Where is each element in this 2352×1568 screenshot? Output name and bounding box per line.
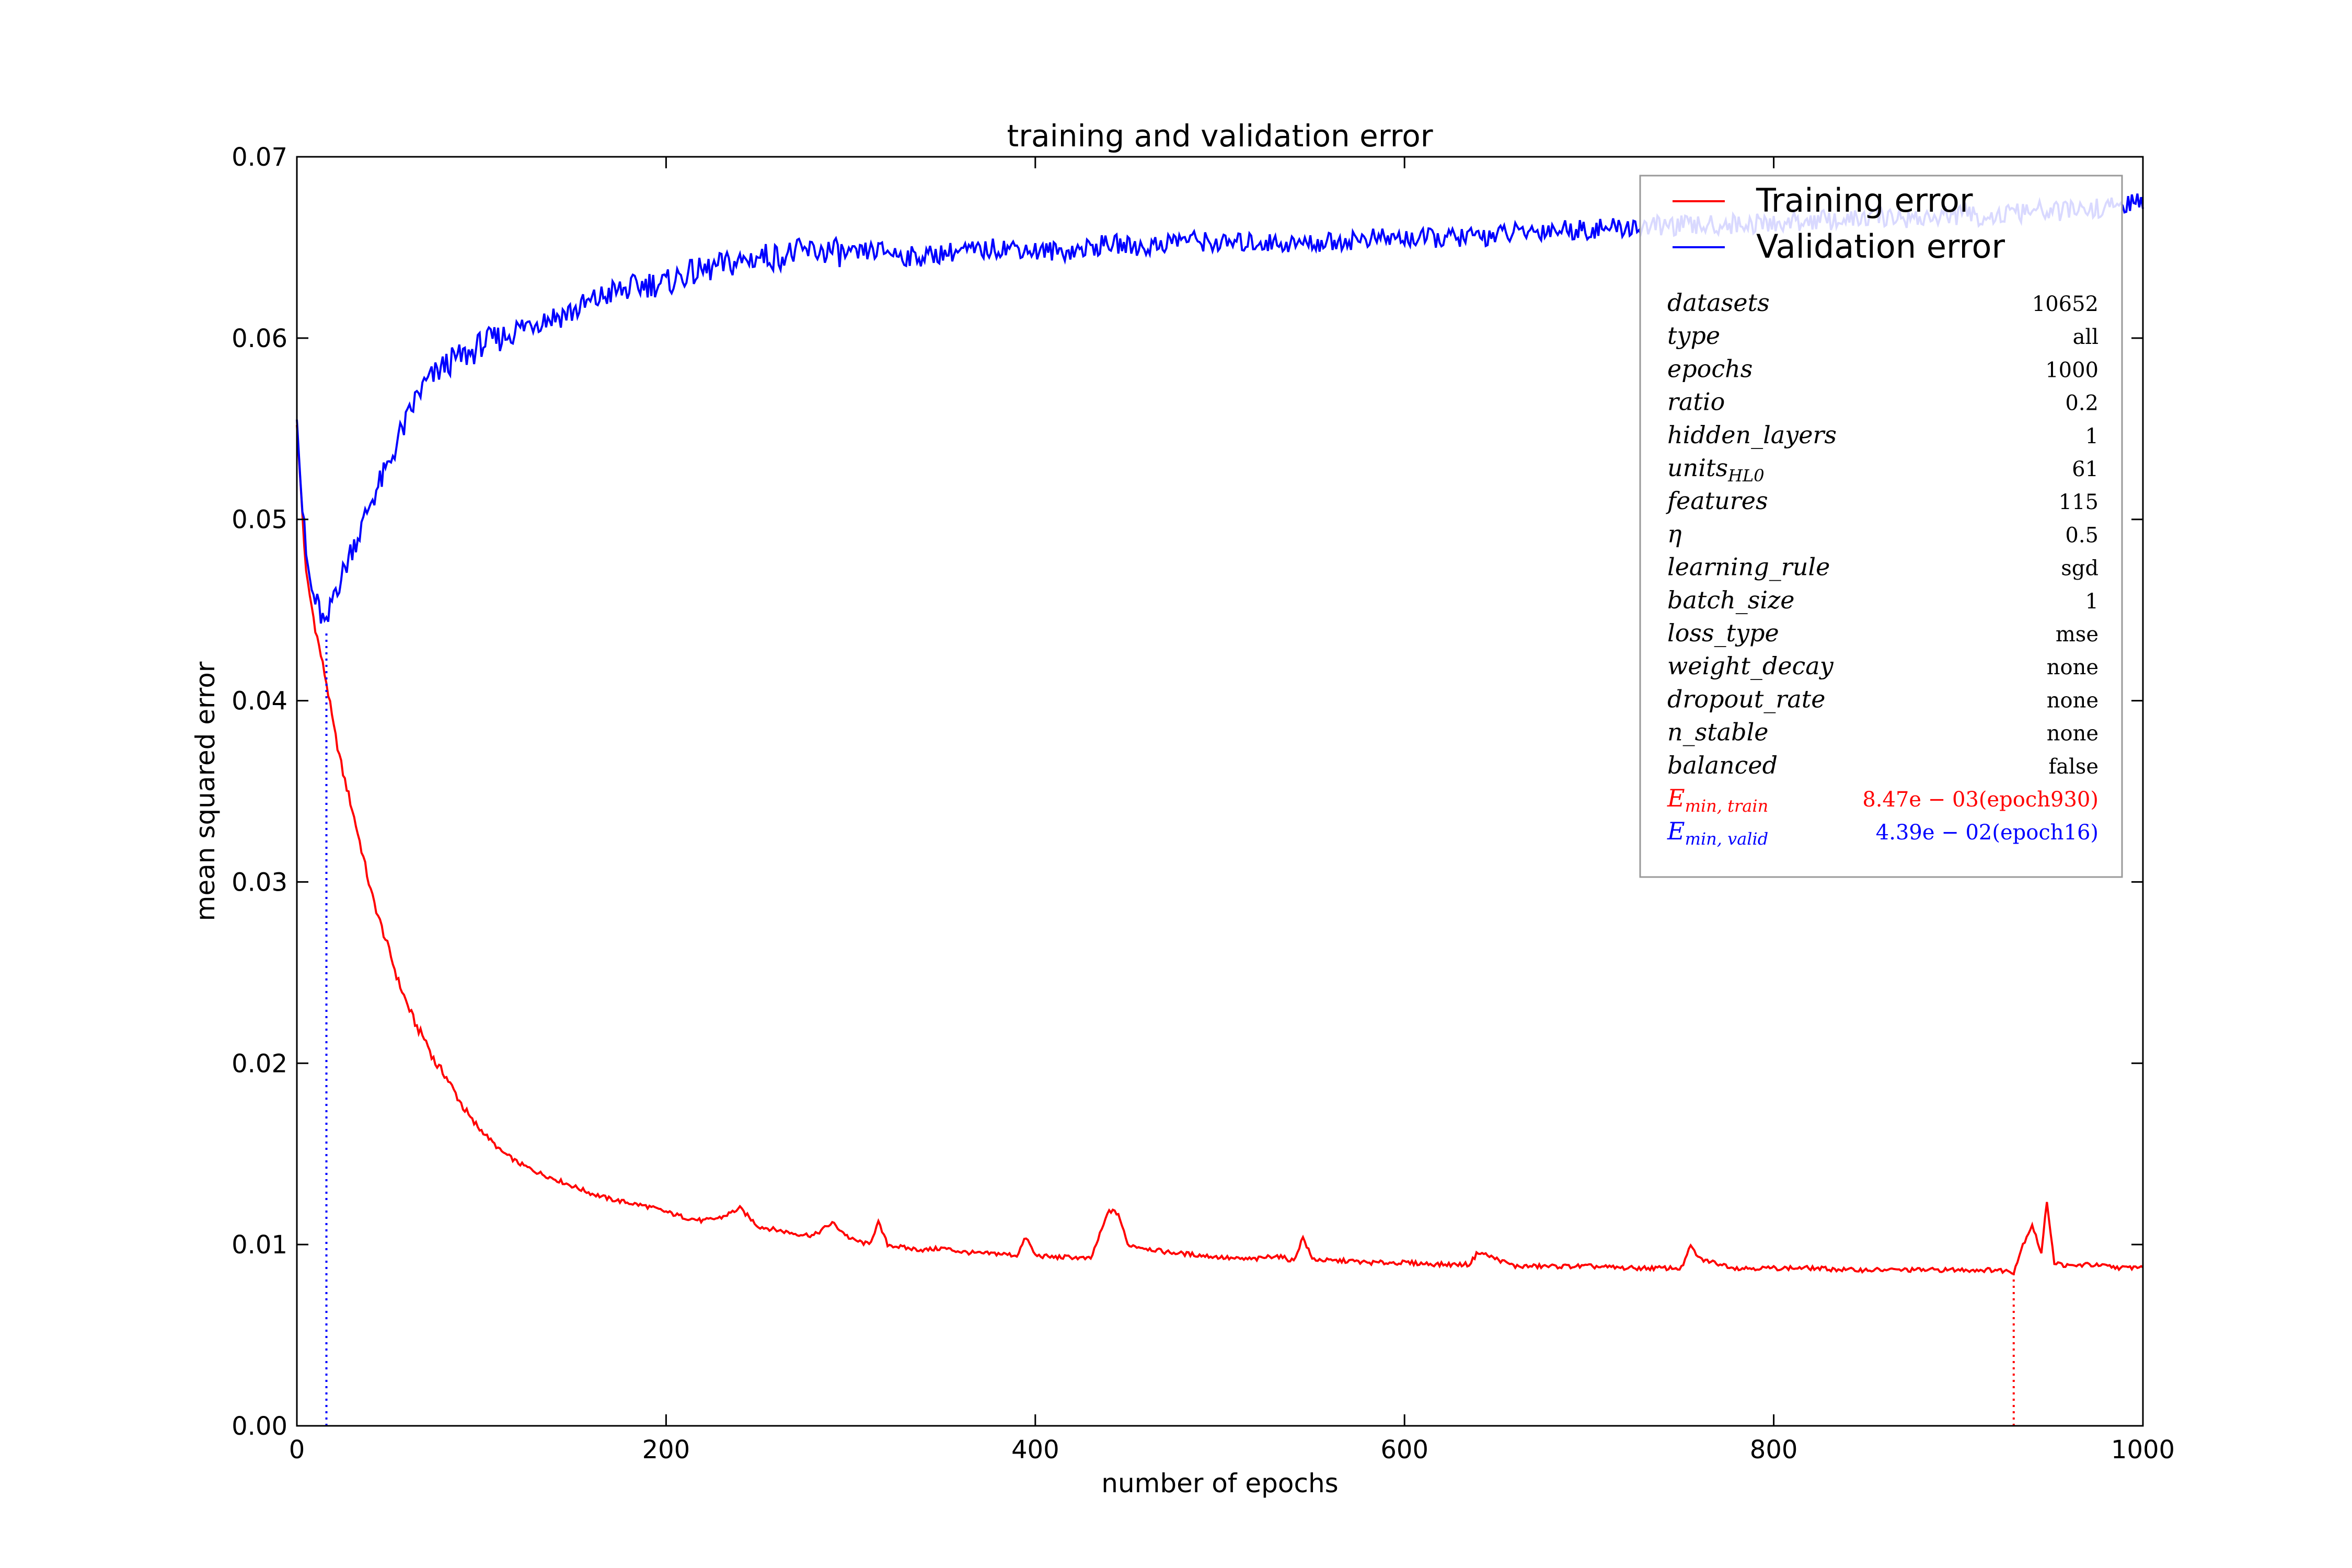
legend-label-1: Validation error <box>1756 227 2005 266</box>
param-key: unitsHL0 <box>1667 454 1765 486</box>
x-tick-label: 800 <box>1750 1435 1798 1465</box>
param-key-text: hidden_layers <box>1667 421 1837 449</box>
param-key-sub: HL0 <box>1727 466 1765 486</box>
param-key: loss_type <box>1667 619 1779 647</box>
y-tick-label: 0.07 <box>232 143 287 172</box>
param-key: datasets <box>1667 289 1770 317</box>
param-value: sgd <box>2061 557 2099 581</box>
param-value: false <box>2048 755 2099 779</box>
param-key-sub: min, train <box>1685 796 1769 816</box>
param-key-text: type <box>1667 321 1720 350</box>
param-key-text: epochs <box>1667 354 1753 383</box>
param-value: all <box>2073 325 2099 349</box>
series-line-training <box>296 425 2144 1275</box>
param-key: Emin, train <box>1667 784 1768 816</box>
param-key-text: loss_type <box>1667 619 1779 647</box>
x-tick-label: 0 <box>289 1435 305 1465</box>
param-value: none <box>2047 722 2099 746</box>
param-value: none <box>2047 688 2099 712</box>
param-key: Emin, valid <box>1667 817 1768 849</box>
param-key: balanced <box>1667 751 1778 779</box>
param-value: mse <box>2056 622 2099 647</box>
param-value: 115 <box>2059 490 2099 514</box>
param-key-text: dropout_rate <box>1667 685 1826 713</box>
param-key-text: balanced <box>1667 751 1778 779</box>
x-tick-label: 400 <box>1011 1435 1059 1465</box>
param-key-text: batch_size <box>1667 586 1795 614</box>
param-key-text: units <box>1667 454 1728 482</box>
y-tick-label: 0.03 <box>232 868 287 897</box>
param-key-text: weight_decay <box>1667 652 1834 680</box>
param-key-text: η <box>1667 520 1682 548</box>
param-key: epochs <box>1667 354 1753 383</box>
param-value: 4.39e − 02(epoch16) <box>1876 821 2099 845</box>
param-key: dropout_rate <box>1667 685 1826 713</box>
param-key-text: ratio <box>1667 388 1725 416</box>
param-key-text: learning_rule <box>1667 553 1830 581</box>
y-tick-label: 0.02 <box>232 1049 287 1078</box>
param-key: batch_size <box>1667 586 1795 614</box>
param-value: 10652 <box>2032 292 2099 316</box>
x-tick-label: 600 <box>1380 1435 1428 1465</box>
param-value: 0.5 <box>2065 523 2099 547</box>
param-value: 1 <box>2085 590 2099 614</box>
x-tick-label: 1000 <box>2111 1435 2175 1465</box>
param-value: none <box>2047 655 2099 679</box>
param-key-text: E <box>1667 784 1685 812</box>
param-value: 1000 <box>2045 358 2099 382</box>
param-key: features <box>1666 487 1768 515</box>
legend-box <box>1639 175 2123 878</box>
param-value: 0.2 <box>2065 391 2099 416</box>
y-tick-label: 0.06 <box>232 324 287 353</box>
param-key-text: features <box>1666 487 1768 515</box>
chart-title: training and validation error <box>1007 118 1433 154</box>
y-tick-label: 0.01 <box>232 1230 287 1260</box>
param-key-text: E <box>1667 817 1685 845</box>
param-key: hidden_layers <box>1667 421 1837 449</box>
y-tick-label: 0.00 <box>232 1412 287 1441</box>
param-key: type <box>1667 321 1720 350</box>
x-axis-label: number of epochs <box>1101 1468 1338 1498</box>
y-tick-label: 0.04 <box>232 687 287 716</box>
y-tick-label: 0.05 <box>232 505 287 535</box>
param-key: η <box>1667 520 1682 548</box>
x-tick-label: 200 <box>642 1435 690 1465</box>
plot-frame <box>296 156 2144 1427</box>
param-value: 61 <box>2072 457 2099 481</box>
param-key: n_stable <box>1667 718 1769 746</box>
plot-area: 0 200 400 600 800 1000 0.00 0.01 0.02 0.03 0.04 0.0… <box>232 143 2175 1465</box>
param-key-sub: min, valid <box>1685 829 1769 849</box>
legend-label-0: Training error <box>1756 181 1973 220</box>
y-axis-label: mean squared error <box>190 661 221 921</box>
param-key: learning_rule <box>1667 553 1830 581</box>
param-key: weight_decay <box>1667 652 1834 680</box>
param-key-text: n_stable <box>1667 718 1769 746</box>
param-key: ratio <box>1667 388 1725 416</box>
param-value: 8.47e − 03(epoch930) <box>1862 788 2099 812</box>
param-value: 1 <box>2085 424 2099 448</box>
param-key-text: datasets <box>1667 289 1770 317</box>
